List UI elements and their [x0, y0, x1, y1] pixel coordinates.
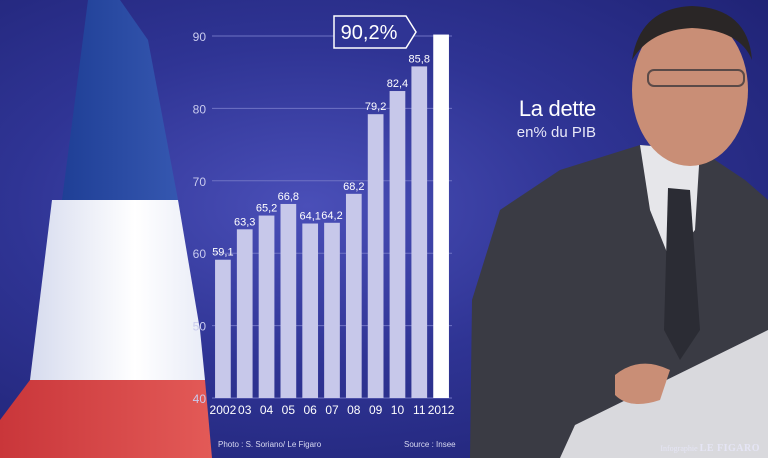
photo-credit: Photo : S. Soriano/ Le Figaro	[218, 440, 322, 449]
x-tick-label: 2002	[210, 403, 237, 417]
lectern	[560, 330, 768, 458]
chart-title: La dette	[518, 96, 596, 121]
bars	[215, 34, 449, 399]
y-tick-label: 50	[193, 320, 207, 334]
le-figaro-logo: Infographie LE FIGARO	[660, 443, 760, 454]
y-tick-label: 70	[193, 175, 207, 189]
bar	[258, 215, 275, 398]
y-axis: 40 50 60 70 80 90	[193, 30, 207, 406]
bar	[236, 229, 253, 398]
x-axis: 2002 03 04 05 06 07 08 09 10 11 2012	[210, 403, 455, 417]
chart-title-block: La dette en% du PIB	[516, 96, 597, 141]
data-label: 59,1	[212, 247, 233, 259]
data-label: 63,3	[234, 216, 255, 228]
speaker-tie	[664, 188, 700, 360]
source-note: Source : Insee	[404, 440, 456, 449]
bar	[324, 222, 340, 398]
x-tick-label: 06	[304, 403, 318, 417]
logo-prefix: Infographie	[660, 444, 698, 453]
data-label: 66,8	[278, 191, 299, 203]
data-label: 65,2	[256, 203, 277, 215]
speaker-head	[632, 14, 748, 166]
data-label: 68,2	[343, 181, 364, 193]
bar	[215, 259, 231, 398]
y-tick-label: 90	[193, 30, 207, 44]
x-tick-label: 05	[282, 403, 296, 417]
data-label: 79,2	[365, 101, 386, 113]
x-tick-label: 07	[325, 403, 339, 417]
bar	[411, 66, 428, 399]
value-labels: 59,1 63,365,266,864,1 64,2 68,2 79,282,4 85,8	[212, 53, 430, 258]
logo-name: LE FIGARO	[699, 443, 760, 454]
data-label: 85,8	[409, 53, 430, 65]
data-label: 64,2	[321, 210, 342, 222]
speaker-hand	[615, 363, 670, 404]
data-label: 64,1	[299, 211, 320, 223]
bar	[433, 34, 449, 398]
highlight-callout-label: 90,2%	[341, 22, 398, 44]
speaker-glasses	[647, 69, 745, 87]
highlight-callout-box	[333, 15, 417, 49]
highlight-callout: 90,2%	[333, 15, 417, 49]
flag-red-band	[0, 380, 212, 458]
chart-subtitle: en% du PIB	[516, 124, 596, 141]
x-tick-label: 2012	[428, 403, 455, 417]
x-tick-label: 11	[413, 403, 426, 417]
bar	[302, 223, 319, 398]
data-label: 82,4	[387, 78, 408, 90]
flag-white-band	[30, 200, 205, 380]
speaker-hair	[632, 6, 752, 60]
flag-blue-band	[62, 0, 178, 200]
bar	[345, 193, 362, 398]
x-tick-label: 09	[369, 403, 383, 417]
x-tick-label: 04	[260, 403, 274, 417]
y-tick-label: 60	[193, 247, 207, 261]
x-tick-label: 03	[238, 403, 252, 417]
y-tick-label: 80	[193, 102, 207, 116]
bar	[367, 114, 384, 398]
x-tick-label: 10	[391, 403, 405, 417]
bar	[280, 203, 297, 398]
y-tick-label: 40	[193, 392, 207, 406]
bar	[389, 91, 406, 399]
x-tick-label: 08	[347, 403, 361, 417]
